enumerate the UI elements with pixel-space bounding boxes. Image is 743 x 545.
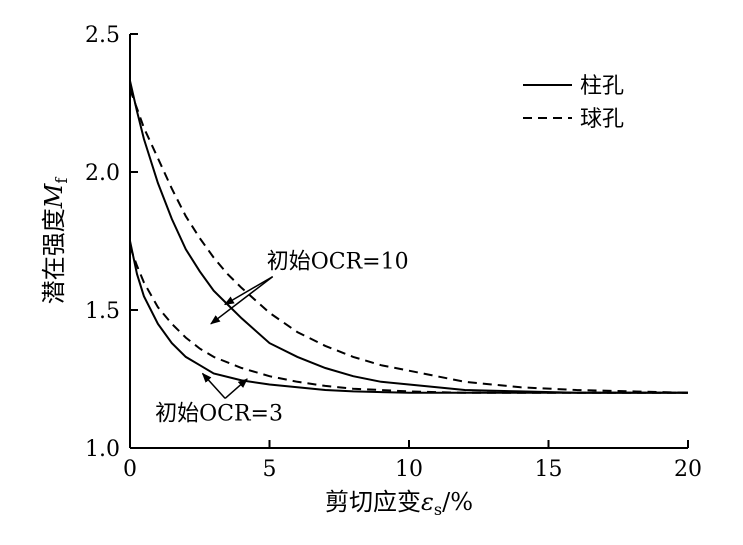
- x-tick-label: 5: [263, 457, 277, 482]
- annotation-layer: 初始OCR=10 初始OCR=3: [155, 250, 408, 427]
- y-tick-label: 1.0: [85, 437, 120, 462]
- series-layer: [129, 80, 689, 394]
- annotation-label: 初始OCR=10: [267, 250, 409, 275]
- annotation-arrow: [210, 276, 274, 325]
- legend-label: 球孔: [580, 107, 624, 132]
- x-axis-title-main: 剪切应变: [325, 488, 421, 516]
- series-line-dashed: [129, 246, 688, 394]
- x-axis-title-symbol: ε: [421, 488, 434, 516]
- series-line-solid: [129, 240, 688, 394]
- y-axis-title-sub: f: [52, 177, 71, 184]
- y-tick-label: 2.5: [85, 23, 120, 48]
- annotation-label: 初始OCR=3: [155, 401, 283, 426]
- x-tick-label: 20: [674, 457, 702, 482]
- x-axis-title-unit: /%: [442, 488, 473, 516]
- annotation-arrow: [223, 275, 274, 306]
- x-tick-label: 0: [123, 457, 137, 482]
- x-axis-title: 剪切应变εs/%: [325, 488, 473, 519]
- legend-label: 柱孔: [580, 74, 624, 99]
- y-axis-title: 潜在强度Mf: [40, 177, 71, 305]
- x-tick-label: 10: [395, 457, 423, 482]
- series-line-dashed: [129, 88, 689, 394]
- axis-ticks: 0 5 10 15 20 1.0 1.5 2.0 2.5: [85, 23, 702, 482]
- y-tick-label: 2.0: [85, 161, 120, 186]
- y-tick-label: 1.5: [85, 299, 120, 324]
- x-tick-label: 15: [535, 457, 563, 482]
- annotation-arrow: [201, 372, 226, 399]
- series-line-solid: [129, 80, 688, 394]
- x-axis-title-sub: s: [434, 500, 442, 519]
- annotation-arrow: [224, 378, 248, 399]
- y-axis-title-main: 潜在强度: [40, 208, 68, 304]
- y-axis-title-symbol: M: [40, 182, 68, 209]
